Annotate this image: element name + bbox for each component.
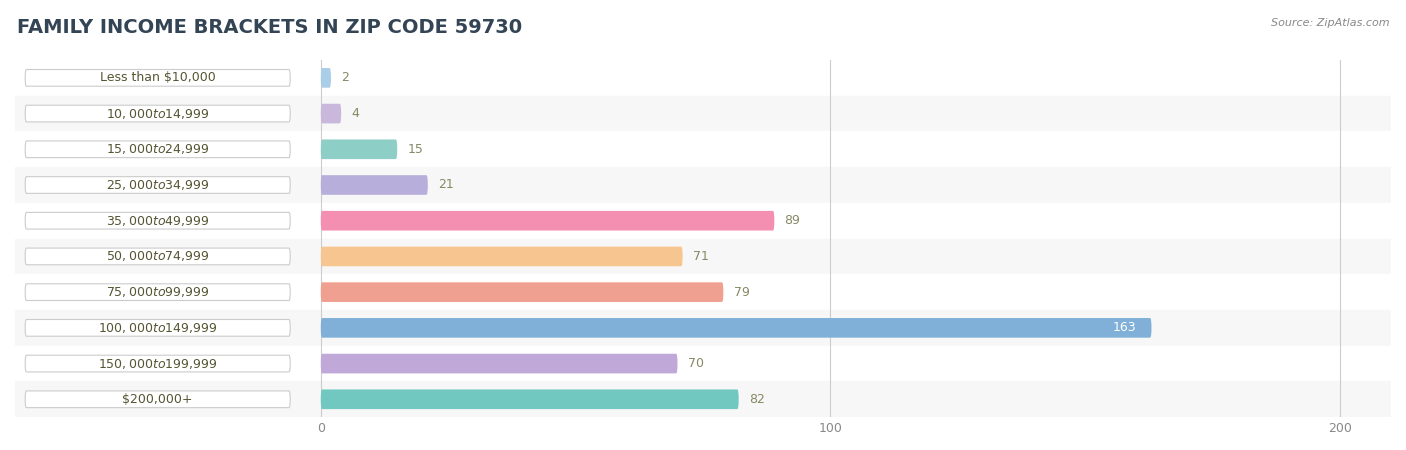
FancyBboxPatch shape (321, 247, 683, 266)
Text: $100,000 to $149,999: $100,000 to $149,999 (98, 321, 218, 335)
FancyBboxPatch shape (321, 68, 330, 88)
FancyBboxPatch shape (25, 105, 290, 122)
Text: $25,000 to $34,999: $25,000 to $34,999 (105, 178, 209, 192)
FancyBboxPatch shape (25, 212, 290, 229)
FancyBboxPatch shape (25, 248, 290, 265)
FancyBboxPatch shape (321, 318, 1152, 338)
Text: $10,000 to $14,999: $10,000 to $14,999 (105, 107, 209, 121)
Text: 2: 2 (342, 72, 349, 84)
FancyBboxPatch shape (25, 177, 290, 194)
Text: $75,000 to $99,999: $75,000 to $99,999 (105, 285, 209, 299)
Bar (15, 382, 1391, 417)
FancyBboxPatch shape (321, 104, 342, 123)
FancyBboxPatch shape (25, 284, 290, 301)
FancyBboxPatch shape (25, 391, 290, 408)
FancyBboxPatch shape (321, 354, 678, 373)
Text: $35,000 to $49,999: $35,000 to $49,999 (105, 214, 209, 228)
Bar (15, 346, 1391, 382)
FancyBboxPatch shape (25, 69, 290, 86)
FancyBboxPatch shape (321, 175, 427, 195)
Bar (15, 310, 1391, 346)
Text: 79: 79 (734, 286, 749, 299)
Text: 71: 71 (693, 250, 709, 263)
Text: 15: 15 (408, 143, 423, 156)
FancyBboxPatch shape (25, 320, 290, 336)
FancyBboxPatch shape (25, 141, 290, 158)
Bar (15, 274, 1391, 310)
Bar (15, 167, 1391, 203)
Text: Less than $10,000: Less than $10,000 (100, 72, 215, 84)
Bar (15, 238, 1391, 274)
FancyBboxPatch shape (321, 211, 775, 230)
Bar (15, 131, 1391, 167)
Text: $15,000 to $24,999: $15,000 to $24,999 (105, 142, 209, 156)
Text: FAMILY INCOME BRACKETS IN ZIP CODE 59730: FAMILY INCOME BRACKETS IN ZIP CODE 59730 (17, 18, 522, 37)
Text: 82: 82 (749, 393, 765, 406)
Text: 70: 70 (688, 357, 704, 370)
Text: 21: 21 (439, 179, 454, 192)
Text: 163: 163 (1112, 321, 1136, 334)
Bar (15, 203, 1391, 239)
Bar (15, 60, 1391, 96)
Text: Source: ZipAtlas.com: Source: ZipAtlas.com (1271, 18, 1389, 28)
Text: $50,000 to $74,999: $50,000 to $74,999 (105, 249, 209, 263)
FancyBboxPatch shape (25, 355, 290, 372)
FancyBboxPatch shape (321, 282, 723, 302)
Text: $150,000 to $199,999: $150,000 to $199,999 (98, 356, 218, 370)
Bar (15, 96, 1391, 131)
FancyBboxPatch shape (321, 140, 398, 159)
Text: 4: 4 (352, 107, 359, 120)
Text: 89: 89 (785, 214, 800, 227)
FancyBboxPatch shape (321, 389, 738, 409)
Text: $200,000+: $200,000+ (122, 393, 193, 406)
